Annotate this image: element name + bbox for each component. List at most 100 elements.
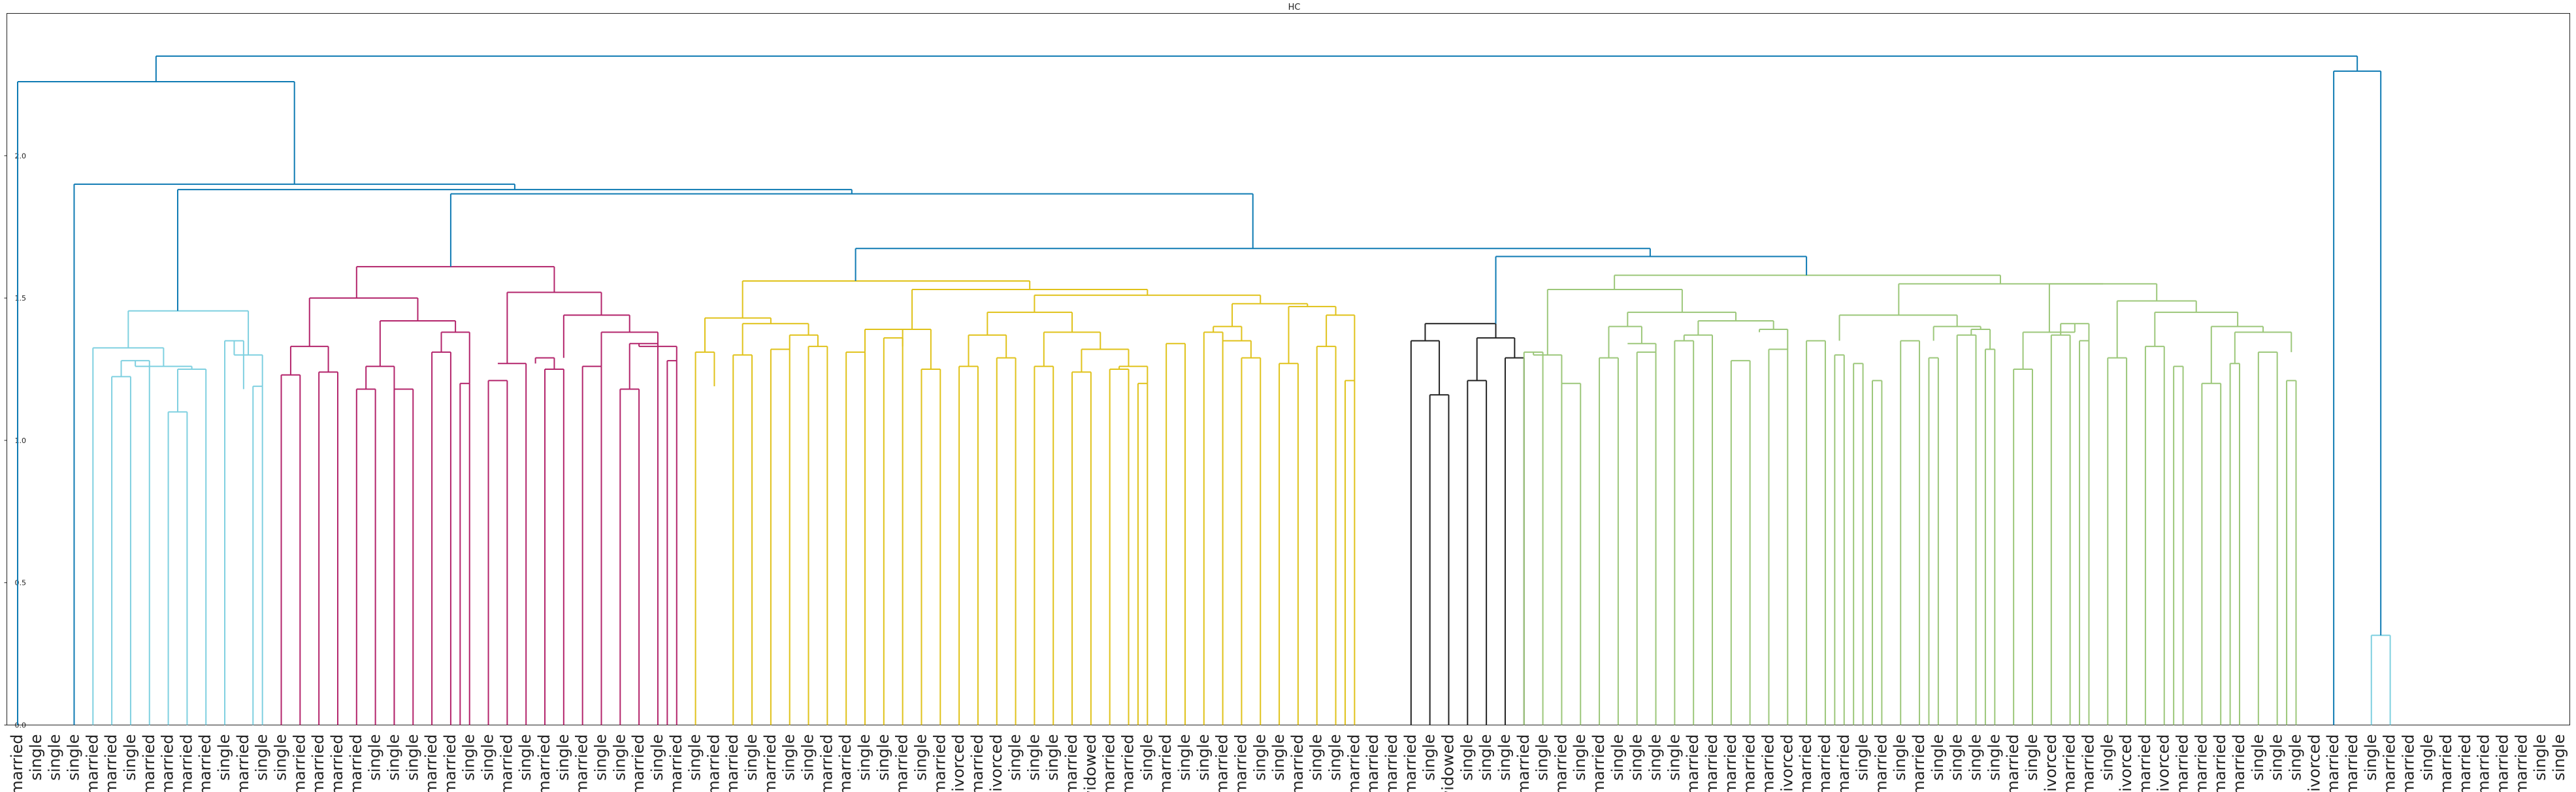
leaf-label: married	[573, 734, 591, 792]
leaf-label: married	[2494, 734, 2512, 792]
leaf-label: married	[2079, 734, 2097, 792]
leaf-label: married	[422, 734, 440, 792]
leaf-label: married	[893, 734, 911, 792]
leaf-label: single	[2268, 734, 2286, 781]
leaf-label: married	[817, 734, 836, 792]
leaf-label: married	[140, 734, 158, 792]
chart-title: HC	[1288, 3, 1301, 12]
leaf-label: single	[1571, 734, 1589, 781]
leaf-label: married	[2136, 734, 2154, 792]
leaf-label: married	[196, 734, 214, 792]
leaf-label: married	[2399, 734, 2417, 792]
leaf-label: single	[1533, 734, 1552, 781]
leaf-label: married	[2512, 734, 2530, 792]
leaf-label: married	[1156, 734, 1175, 792]
leaf-label: married	[1910, 734, 1928, 792]
leaf-label: single	[874, 734, 892, 781]
leaf-label: married	[2192, 734, 2210, 792]
leaf-label: married	[1816, 734, 1834, 792]
leaf-label: married	[1590, 734, 1608, 792]
leaf-label: married	[497, 734, 515, 792]
leaf-label: married	[2381, 734, 2399, 792]
leaf-label: married	[2343, 734, 2361, 792]
leaf-label: single	[2418, 734, 2436, 781]
leaf-label: married	[1721, 734, 1740, 792]
leaf-label: married	[1740, 734, 1759, 792]
leaf-label: married	[836, 734, 855, 792]
dendrogram-links	[17, 55, 2391, 725]
y-tick-label: 2.0	[15, 152, 27, 160]
leaf-label: single	[648, 734, 666, 781]
leaf-label: married	[1834, 734, 1853, 792]
leaf-label: married	[1401, 734, 1420, 792]
leaf-label: single	[1985, 734, 2003, 781]
y-tick-label: 1.5	[15, 294, 27, 303]
leaf-label: divorced	[2117, 734, 2135, 792]
leaf-label: married	[1213, 734, 1231, 792]
leaf-label: single	[2531, 734, 2549, 781]
leaf-label: married	[667, 734, 685, 792]
leaf-label: divorced	[2155, 734, 2173, 792]
leaf-label: single	[366, 734, 384, 781]
leaf-label: single	[1024, 734, 1043, 781]
leaf-label: married	[1288, 734, 1307, 792]
leaf-label: single	[1307, 734, 1326, 781]
leaf-label: single	[1476, 734, 1495, 781]
leaf-label: married	[102, 734, 120, 792]
leaf-label: married	[968, 734, 986, 792]
leaf-label: single	[460, 734, 478, 781]
leaf-label: single	[2023, 734, 2041, 781]
leaf-label: married	[159, 734, 177, 792]
leaf-label: single	[799, 734, 817, 781]
leaf-label: single	[1194, 734, 1213, 781]
leaf-label: single	[1853, 734, 1872, 781]
leaf-label: married	[2437, 734, 2455, 792]
leaf-label: single	[1326, 734, 1345, 781]
leaf-label: single	[1250, 734, 1269, 781]
y-tick-label: 0.0	[15, 721, 27, 730]
leaf-label: single	[610, 734, 628, 781]
leaf-label: single	[1966, 734, 1985, 781]
leaf-label: single	[1646, 734, 1665, 781]
leaf-label: married	[83, 734, 101, 792]
leaf-label: married	[290, 734, 308, 792]
leaf-label: married	[1703, 734, 1721, 792]
leaf-label: single	[2249, 734, 2267, 781]
leaf-label: married	[2004, 734, 2022, 792]
leaf-label: single	[1495, 734, 1514, 781]
leaf-label: single	[554, 734, 572, 781]
leaf-label: married	[2061, 734, 2079, 792]
leaf-label: single	[46, 734, 64, 781]
leaf-label: married	[1231, 734, 1250, 792]
leaf-label: married	[1797, 734, 1815, 792]
leaf-label: divorced	[2042, 734, 2060, 792]
leaf-label: married	[1100, 734, 1118, 792]
leaf-label: married	[2230, 734, 2248, 792]
leaf-label: married	[309, 734, 327, 792]
leaf-label: married	[2475, 734, 2493, 792]
leaf-label: single	[516, 734, 534, 781]
leaf-label: single	[384, 734, 402, 781]
y-tick-label: 0.5	[15, 579, 27, 587]
leaf-label: single	[2550, 734, 2568, 781]
leaf-label: single	[215, 734, 233, 781]
leaf-label: married	[1062, 734, 1081, 792]
leaf-label: married	[1363, 734, 1382, 792]
leaf-label: single	[1420, 734, 1439, 781]
leaf-label: married	[761, 734, 779, 792]
leaf-label: married	[1872, 734, 1890, 792]
leaf-label: married	[535, 734, 553, 792]
leaf-label: widowed	[1439, 734, 1457, 792]
leaf-label: single	[272, 734, 290, 781]
leaf-label: married	[1759, 734, 1777, 792]
leaf-label: single	[1137, 734, 1156, 781]
leaf-label: married	[2174, 734, 2192, 792]
leaf-label: single	[1043, 734, 1062, 781]
leaf-label: married	[2456, 734, 2474, 792]
plot-frame	[7, 13, 2570, 725]
leaf-label: married	[1382, 734, 1401, 792]
leaf-label: single	[591, 734, 610, 781]
leaf-label: widowed	[1081, 734, 1100, 792]
leaf-label: single	[27, 734, 45, 781]
leaf-label: single	[1458, 734, 1476, 781]
